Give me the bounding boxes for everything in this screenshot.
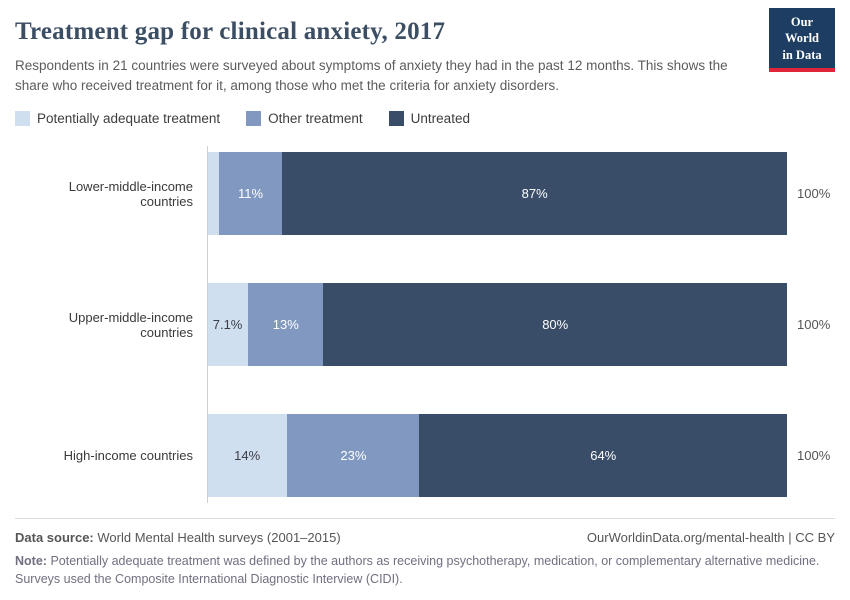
bar-segment[interactable]: 7.1% <box>207 283 249 367</box>
footer: Data source: World Mental Health surveys… <box>15 517 835 588</box>
category-label: Upper-middle-income countries <box>68 309 193 340</box>
legend-swatch <box>15 111 30 127</box>
legend-label: Potentially adequate treatment <box>37 111 221 127</box>
total-label: 100% <box>797 448 831 464</box>
data-source: Data source: World Mental Health surveys… <box>15 530 341 545</box>
bar-rows: Lower-middle-income countries 11% 87% 100% U… <box>15 152 835 498</box>
bar-row: Upper-middle-income countries 7.1% 13% 80% 1… <box>15 283 835 367</box>
bar-segment[interactable]: 87% <box>282 152 787 236</box>
bar-track: 7.1% 13% 80% <box>207 283 787 367</box>
owid-link[interactable]: OurWorldinData.org/mental-health | CC BY <box>586 529 835 545</box>
owid-logo-line1: Our World <box>784 15 820 46</box>
bar-track: 11% 87% <box>207 152 787 236</box>
bar-row: High-income countries 14% 23% 64% 100% <box>15 414 835 498</box>
bar-segment[interactable]: 13% <box>248 283 324 367</box>
footer-top: Data source: World Mental Health surveys… <box>15 530 835 545</box>
bar-value-label: 64% <box>590 448 617 464</box>
bar-value-label: 14% <box>234 448 261 464</box>
total-label: 100% <box>797 186 831 202</box>
bar-value-label: 11% <box>237 186 264 202</box>
legend-item[interactable]: Potentially adequate treatment <box>15 111 221 127</box>
bar-segment[interactable]: 11% <box>218 152 283 236</box>
legend-swatch <box>388 111 404 127</box>
axis-line <box>207 146 208 504</box>
bar-segment[interactable]: 14% <box>207 414 288 498</box>
owid-logo-text: Our World in Data <box>769 8 835 68</box>
footer-note: Note: Potentially adequate treatment was… <box>15 552 825 588</box>
bar-value-label: 23% <box>340 448 367 464</box>
category-label: High-income countries <box>63 448 193 464</box>
chart-subtitle: Respondents in 21 countries were surveye… <box>15 58 728 93</box>
bar-row: Lower-middle-income countries 11% 87% 100% <box>15 152 835 236</box>
legend-swatch <box>246 111 262 127</box>
legend-item[interactable]: Untreated <box>388 111 470 127</box>
legend-label: Other treatment <box>268 111 363 127</box>
owid-logo[interactable]: Our World in Data <box>769 8 835 72</box>
bar-segment[interactable]: 80% <box>323 283 787 367</box>
chart: Lower-middle-income countries 11% 87% 100% U… <box>15 146 835 504</box>
page-title: Treatment gap for clinical anxiety, 2017 <box>15 18 446 45</box>
data-source-value: World Mental Health surveys (2001–2015) <box>97 529 341 545</box>
category-label: Lower-middle-income countries <box>68 178 193 209</box>
owid-logo-accent <box>769 67 835 72</box>
bar-value-label: 80% <box>542 317 569 333</box>
bar-value-label: 7.1% <box>212 317 243 333</box>
footer-note-text: Potentially adequate treatment was defin… <box>15 553 820 586</box>
bar-segment[interactable]: 23% <box>287 414 420 498</box>
bar-segment[interactable]: 64% <box>419 414 787 498</box>
bar-value-label: 13% <box>272 317 299 333</box>
data-source-label: Data source: <box>15 529 94 545</box>
bar-segment[interactable] <box>207 152 219 236</box>
legend: Potentially adequate treatment Other trea… <box>15 111 835 127</box>
bar-value-label: 87% <box>521 186 548 202</box>
footer-note-label: Note: <box>15 553 47 568</box>
owid-logo-line2: in Data <box>782 47 822 62</box>
bar-track: 14% 23% 64% <box>207 414 787 498</box>
legend-label: Untreated <box>410 111 470 127</box>
total-label: 100% <box>797 317 831 333</box>
legend-item[interactable]: Other treatment <box>246 111 363 127</box>
